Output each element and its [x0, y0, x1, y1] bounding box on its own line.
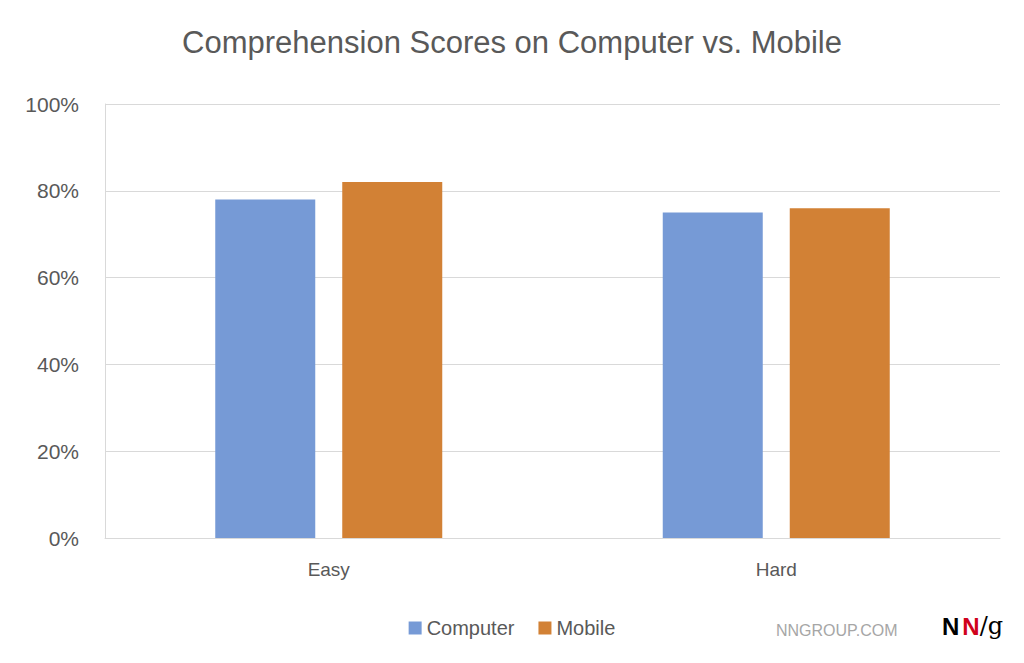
svg-text:Easy: Easy [308, 559, 351, 580]
svg-text:60%: 60% [37, 266, 79, 289]
svg-text:Hard: Hard [756, 559, 797, 580]
svg-text:N: N [942, 613, 959, 640]
svg-text:Computer: Computer [427, 617, 515, 639]
svg-text:N: N [962, 613, 979, 640]
svg-text:Mobile: Mobile [556, 617, 615, 639]
svg-text:80%: 80% [37, 179, 79, 202]
svg-text:/g: /g [980, 612, 1003, 640]
svg-text:Comprehension Scores on Comput: Comprehension Scores on Computer vs. Mob… [182, 25, 842, 60]
svg-text:NNGROUP.COM: NNGROUP.COM [776, 622, 898, 639]
svg-text:100%: 100% [25, 93, 79, 116]
svg-text:20%: 20% [37, 440, 79, 463]
svg-text:0%: 0% [49, 527, 79, 550]
svg-text:40%: 40% [37, 353, 79, 376]
